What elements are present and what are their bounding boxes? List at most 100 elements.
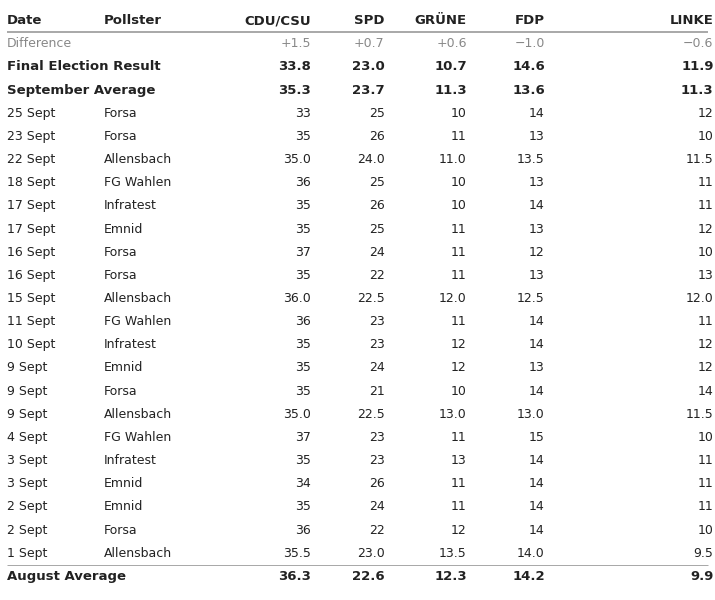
Text: 25: 25	[369, 223, 385, 236]
Text: 24: 24	[369, 500, 385, 514]
Text: 11: 11	[698, 176, 714, 189]
Text: 35: 35	[295, 269, 311, 282]
Text: +1.5: +1.5	[280, 37, 311, 50]
Text: 17 Sept: 17 Sept	[7, 223, 56, 236]
Text: 14: 14	[529, 454, 545, 467]
Text: 34: 34	[295, 477, 311, 490]
Text: SPD: SPD	[354, 14, 385, 27]
Text: 2 Sept: 2 Sept	[7, 500, 47, 514]
Text: 25: 25	[369, 176, 385, 189]
Text: 25: 25	[369, 107, 385, 120]
Text: 36: 36	[295, 176, 311, 189]
Text: 25 Sept: 25 Sept	[7, 107, 56, 120]
Text: 35.5: 35.5	[283, 547, 311, 560]
Text: 23.0: 23.0	[352, 61, 385, 73]
Text: Infratest: Infratest	[104, 199, 157, 212]
Text: Forsa: Forsa	[104, 107, 137, 120]
Text: 14: 14	[698, 385, 714, 398]
Text: 12.0: 12.0	[439, 292, 467, 305]
Text: 10: 10	[451, 199, 467, 212]
Text: 22 Sept: 22 Sept	[7, 153, 55, 166]
Text: 9 Sept: 9 Sept	[7, 385, 47, 398]
Text: 36: 36	[295, 524, 311, 536]
Text: FG Wahlen: FG Wahlen	[104, 315, 171, 328]
Text: 11.3: 11.3	[434, 83, 467, 97]
Text: 9.5: 9.5	[694, 547, 714, 560]
Text: FG Wahlen: FG Wahlen	[104, 176, 171, 189]
Text: 13: 13	[529, 361, 545, 374]
Text: 9 Sept: 9 Sept	[7, 361, 47, 374]
Text: Infratest: Infratest	[104, 454, 157, 467]
Text: 22.5: 22.5	[357, 408, 385, 421]
Text: August Average: August Average	[7, 570, 126, 583]
Text: 14.2: 14.2	[512, 570, 545, 583]
Text: 35: 35	[295, 385, 311, 398]
Text: 11: 11	[698, 315, 714, 328]
Text: 11: 11	[451, 315, 467, 328]
Text: 13: 13	[529, 176, 545, 189]
Text: 16 Sept: 16 Sept	[7, 245, 55, 259]
Text: 13: 13	[698, 269, 714, 282]
Text: 12: 12	[451, 338, 467, 352]
Text: −1.0: −1.0	[515, 37, 545, 50]
Text: 13: 13	[529, 269, 545, 282]
Text: 23: 23	[369, 431, 385, 444]
Text: 14.6: 14.6	[512, 61, 545, 73]
Text: 10: 10	[451, 107, 467, 120]
Text: 33.8: 33.8	[278, 61, 311, 73]
Text: 22.6: 22.6	[352, 570, 385, 583]
Text: 14: 14	[529, 199, 545, 212]
Text: 23 Sept: 23 Sept	[7, 130, 55, 143]
Text: 9 Sept: 9 Sept	[7, 408, 47, 421]
Text: 10: 10	[451, 385, 467, 398]
Text: CDU/CSU: CDU/CSU	[245, 14, 311, 27]
Text: 3 Sept: 3 Sept	[7, 454, 47, 467]
Text: 23: 23	[369, 315, 385, 328]
Text: 14: 14	[529, 315, 545, 328]
Text: 22: 22	[369, 524, 385, 536]
Text: −0.6: −0.6	[684, 37, 714, 50]
Text: 11: 11	[451, 500, 467, 514]
Text: 2 Sept: 2 Sept	[7, 524, 47, 536]
Text: 36.3: 36.3	[278, 570, 311, 583]
Text: 11: 11	[451, 245, 467, 259]
Text: 17 Sept: 17 Sept	[7, 199, 56, 212]
Text: 13: 13	[529, 223, 545, 236]
Text: Infratest: Infratest	[104, 338, 157, 352]
Text: 12.0: 12.0	[686, 292, 714, 305]
Text: 35.3: 35.3	[278, 83, 311, 97]
Text: 14: 14	[529, 338, 545, 352]
Text: 36: 36	[295, 315, 311, 328]
Text: Pollster: Pollster	[104, 14, 162, 27]
Text: 11.3: 11.3	[681, 83, 714, 97]
Text: Forsa: Forsa	[104, 524, 137, 536]
Text: Forsa: Forsa	[104, 245, 137, 259]
Text: 12.5: 12.5	[517, 292, 545, 305]
Text: 11: 11	[698, 477, 714, 490]
Text: 24.0: 24.0	[357, 153, 385, 166]
Text: Emnid: Emnid	[104, 223, 143, 236]
Text: 12: 12	[529, 245, 545, 259]
Text: 13.0: 13.0	[517, 408, 545, 421]
Text: 21: 21	[369, 385, 385, 398]
Text: 11.9: 11.9	[681, 61, 714, 73]
Text: 13: 13	[451, 454, 467, 467]
Text: 14: 14	[529, 107, 545, 120]
Text: 13.5: 13.5	[517, 153, 545, 166]
Text: 14: 14	[529, 385, 545, 398]
Text: 12.3: 12.3	[434, 570, 467, 583]
Text: 14: 14	[529, 524, 545, 536]
Text: 10.7: 10.7	[434, 61, 467, 73]
Text: 10: 10	[698, 431, 714, 444]
Text: 12: 12	[451, 524, 467, 536]
Text: 11.5: 11.5	[686, 153, 714, 166]
Text: 11: 11	[698, 500, 714, 514]
Text: 35: 35	[295, 199, 311, 212]
Text: 16 Sept: 16 Sept	[7, 269, 55, 282]
Text: 11.5: 11.5	[686, 408, 714, 421]
Text: 26: 26	[369, 130, 385, 143]
Text: 33: 33	[295, 107, 311, 120]
Text: Difference: Difference	[7, 37, 72, 50]
Text: 1 Sept: 1 Sept	[7, 547, 47, 560]
Text: 23: 23	[369, 454, 385, 467]
